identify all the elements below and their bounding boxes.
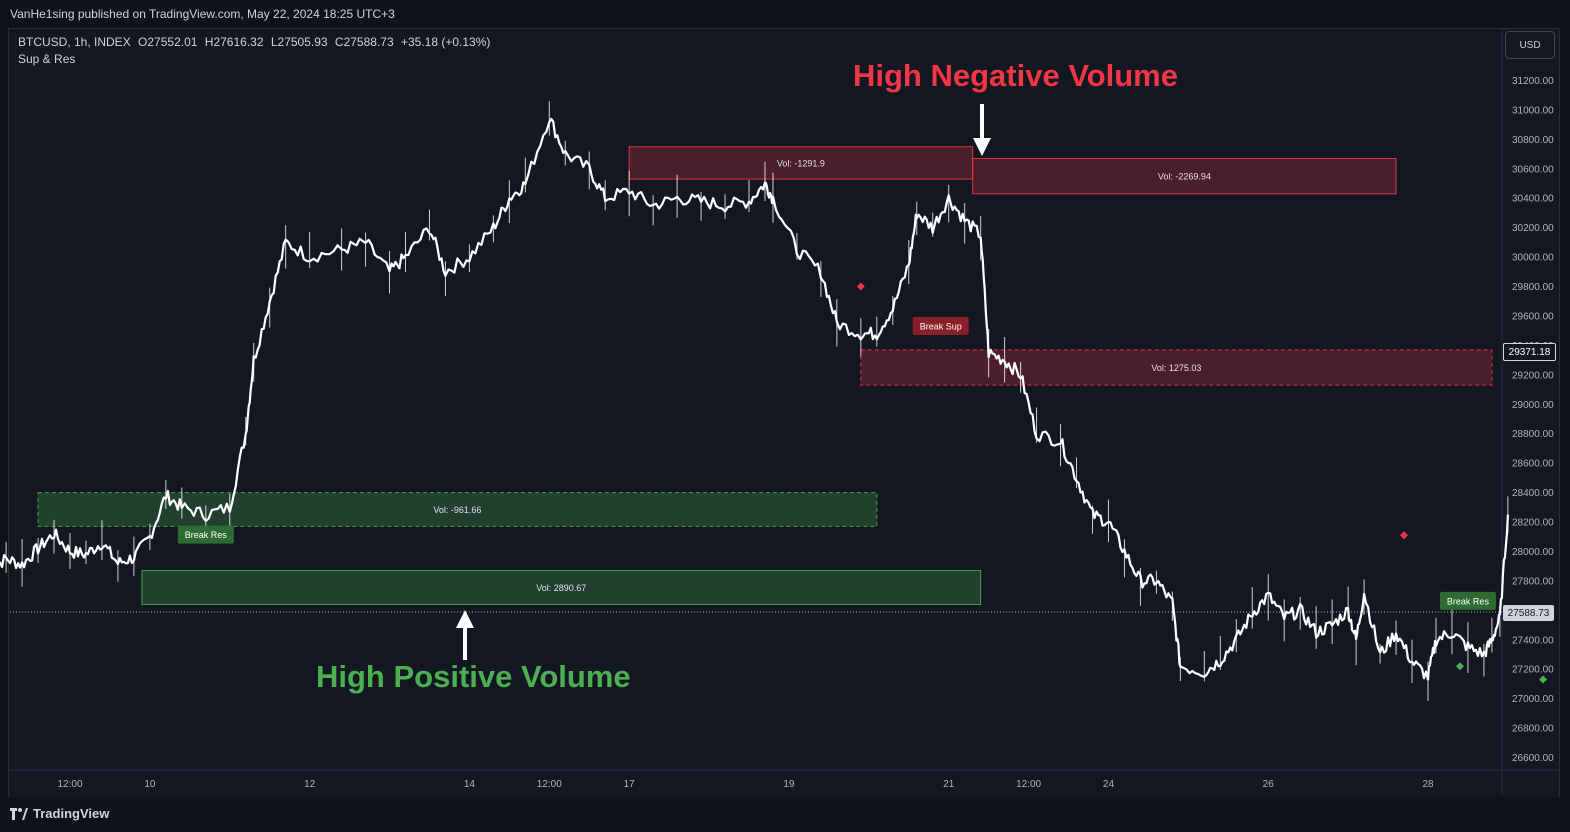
y-tick-label: 27200.00: [1512, 665, 1554, 676]
down-arrow-icon: [973, 138, 991, 156]
indicator-legend[interactable]: Sup & Res: [18, 52, 76, 66]
y-tick-label: 26600.00: [1512, 753, 1554, 764]
break-support-signal: [912, 317, 969, 336]
y-tick-label: 26800.00: [1512, 724, 1554, 735]
signal-marker-icon: [856, 282, 865, 291]
ohlc-low: L27505.93: [270, 35, 328, 49]
y-tick-label: 30200.00: [1512, 223, 1554, 234]
y-tick-label: 28600.00: [1512, 459, 1554, 470]
tradingview-logo[interactable]: TradingView: [10, 806, 109, 821]
y-tick-label: 27000.00: [1512, 694, 1554, 705]
positive-volume-zone: [141, 570, 982, 605]
crosshair-price-tag: 27588.73: [1503, 605, 1554, 621]
negative-volume-zone: [860, 349, 1493, 386]
y-tick-label: 29000.00: [1512, 400, 1554, 411]
ohlc-high: H27616.32: [204, 35, 264, 49]
y-tick-label: 30400.00: [1512, 194, 1554, 205]
current-price-tag: 29371.18: [1503, 343, 1556, 361]
up-arrow-icon: [456, 610, 474, 628]
y-tick-label: 30000.00: [1512, 253, 1554, 264]
price-series: [0, 117, 1509, 681]
zone-volume-label: Vol: -2269.94: [1158, 172, 1211, 182]
y-tick-label: 28000.00: [1512, 547, 1554, 558]
signal-marker-icon: [1400, 531, 1409, 540]
zone-volume-label: Vol: 1275.03: [1151, 363, 1201, 373]
x-tick-label: 24: [1103, 779, 1115, 790]
x-tick-label: 12:00: [57, 779, 82, 790]
brand-name: TradingView: [33, 806, 110, 821]
signal-label: Break Sup: [920, 322, 962, 332]
break-resistance-signal: [177, 525, 234, 544]
break-resistance-signal: [1439, 591, 1496, 610]
currency-button[interactable]: USD: [1505, 31, 1555, 59]
x-tick-label: 12: [304, 779, 316, 790]
y-tick-label: 28200.00: [1512, 518, 1554, 529]
signal-marker-icon: [1455, 662, 1464, 671]
y-tick-label: 31000.00: [1512, 105, 1554, 116]
x-tick-label: 10: [144, 779, 156, 790]
x-tick-label: 17: [624, 779, 636, 790]
x-tick-label: 26: [1263, 779, 1275, 790]
tradingview-icon: [10, 807, 28, 820]
signal-label: Break Res: [1447, 596, 1490, 606]
negative-volume-zone: [972, 158, 1397, 195]
high-positive-volume-annotation: High Positive Volume: [316, 659, 631, 694]
y-tick-label: 28800.00: [1512, 429, 1554, 440]
high-negative-volume-annotation: High Negative Volume: [853, 58, 1178, 93]
zone-volume-label: Vol: -961.66: [433, 505, 481, 515]
publish-info: VanHe1sing published on TradingView.com,…: [10, 7, 395, 21]
x-tick-label: 19: [783, 779, 795, 790]
y-tick-label: 29200.00: [1512, 370, 1554, 381]
y-tick-label: 27800.00: [1512, 576, 1554, 587]
signal-label: Break Res: [185, 530, 228, 540]
ohlc-change: +35.18 (+0.13%): [400, 35, 491, 49]
ohlc-close: C27588.73: [334, 35, 394, 49]
signal-marker-icon: [1539, 675, 1548, 684]
y-tick-label: 29600.00: [1512, 311, 1554, 322]
x-tick-label: 28: [1422, 779, 1434, 790]
symbol-name: BTCUSD, 1h, INDEX: [18, 35, 131, 49]
symbol-legend[interactable]: BTCUSD, 1h, INDEX O27552.01 H27616.32 L2…: [18, 35, 494, 49]
y-tick-label: 29800.00: [1512, 282, 1554, 293]
y-tick-label: 31200.00: [1512, 76, 1554, 87]
zone-volume-label: Vol: 2890.67: [536, 583, 586, 593]
y-tick-label: 30800.00: [1512, 135, 1554, 146]
chart-frame[interactable]: [8, 28, 1560, 798]
publish-bar: VanHe1sing published on TradingView.com,…: [0, 0, 1570, 28]
footer-bar: [0, 797, 1570, 832]
ohlc-open: O27552.01: [138, 35, 198, 49]
x-tick-label: 14: [464, 779, 476, 790]
x-tick-label: 12:00: [1016, 779, 1041, 790]
x-tick-label: 12:00: [537, 779, 562, 790]
y-tick-label: 30600.00: [1512, 164, 1554, 175]
y-tick-label: 27400.00: [1512, 635, 1554, 646]
y-tick-label: 28400.00: [1512, 488, 1554, 499]
zone-volume-label: Vol: -1291.9: [777, 158, 825, 168]
x-tick-label: 21: [943, 779, 955, 790]
negative-volume-zone: [628, 146, 974, 180]
